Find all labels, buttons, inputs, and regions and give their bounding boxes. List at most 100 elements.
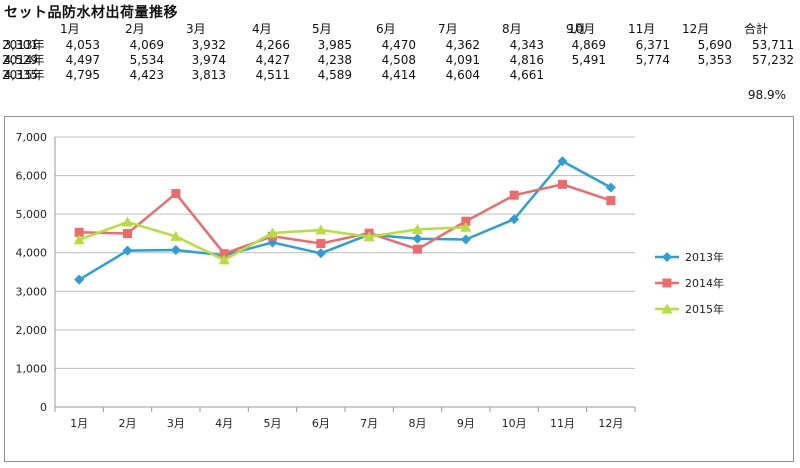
y-tick-label: 6,000: [16, 170, 48, 183]
x-tick-label: 7月: [360, 417, 378, 430]
table-cell: 4,414: [381, 68, 416, 82]
data-point: [74, 274, 85, 285]
table-header: 5月: [312, 22, 332, 36]
x-tick-label: 6月: [312, 417, 330, 430]
table-cell-total: 57,232: [752, 53, 794, 67]
y-tick-label: 1,000: [16, 362, 48, 375]
x-tick-label: 9月: [457, 417, 475, 430]
data-point: [170, 245, 181, 256]
table-cell: 4,869: [571, 38, 606, 52]
data-point: [170, 230, 182, 241]
data-point: [315, 224, 327, 235]
table-header: 11月: [628, 22, 656, 36]
y-tick-label: 3,000: [16, 285, 48, 298]
table-header: 12月: [682, 22, 710, 36]
data-point: [315, 248, 326, 259]
table-cell: 4,661: [509, 68, 544, 82]
y-tick-label: 7,000: [16, 131, 48, 144]
legend-marker: [662, 252, 672, 262]
table-cell: 4,335: [3, 68, 38, 82]
data-point: [316, 239, 326, 249]
table-cell: 4,091: [445, 53, 480, 67]
table-header: 1月: [60, 22, 80, 36]
table-cell: 4,343: [509, 38, 544, 52]
data-point: [218, 254, 230, 265]
x-tick-label: 4月: [215, 417, 233, 430]
series-line-0: [78, 160, 612, 281]
table-header: 7月: [438, 22, 458, 36]
data-point: [413, 244, 422, 254]
table-cell: 4,423: [129, 68, 164, 82]
data-point: [123, 229, 132, 239]
data-point: [558, 179, 567, 189]
table-cell: 4,816: [509, 53, 544, 67]
table-cell-total: 53,711: [752, 38, 794, 52]
table-cell: 5,491: [571, 53, 606, 67]
table-cell: 5,353: [697, 53, 732, 67]
y-tick-label: 2,000: [16, 324, 48, 337]
data-point: [412, 233, 423, 244]
table-cell: 4,266: [255, 38, 290, 52]
table-cell: 4,511: [255, 68, 290, 82]
data-point: [460, 234, 471, 245]
legend-marker: [661, 303, 673, 314]
table-cell: 4,508: [381, 53, 416, 67]
x-tick-label: 8月: [409, 417, 427, 430]
legend-label: 2013年: [685, 250, 724, 264]
row-label: 2013年: [2, 38, 45, 52]
table-header: 10月: [568, 22, 596, 36]
table-header: 3月: [186, 22, 206, 36]
table-cell: 4,497: [65, 53, 100, 67]
table-cell: 3,932: [191, 38, 226, 52]
table-cell: 4,238: [317, 53, 352, 67]
table-cell: 4,470: [381, 38, 416, 52]
x-tick-label: 2月: [119, 417, 137, 430]
data-point: [460, 221, 472, 232]
data-point: [557, 156, 568, 167]
data-point: [605, 182, 616, 193]
table-cell: 4,589: [317, 68, 352, 82]
y-tick-label: 4,000: [16, 247, 48, 260]
data-point: [73, 234, 85, 245]
table-header: 4月: [252, 22, 272, 36]
series-line-1: [79, 183, 612, 255]
data-point: [606, 196, 616, 206]
table-cell: 4,427: [255, 53, 290, 67]
table-cell: 4,362: [445, 38, 480, 52]
page-title: セット品防水材出荷量推移: [4, 5, 178, 21]
table-cell: 4,529: [3, 53, 38, 67]
table-header: 6月: [376, 22, 396, 36]
table-cell: 3,985: [317, 38, 352, 52]
data-point: [74, 227, 84, 237]
data-point: [122, 245, 133, 256]
x-tick-label: 10月: [502, 417, 527, 430]
data-point: [171, 189, 181, 199]
data-point: [509, 190, 519, 200]
table-cell: 3,301: [3, 38, 38, 52]
table-cell: 5,774: [635, 53, 670, 67]
data-point: [363, 231, 375, 242]
data-point: [509, 214, 520, 225]
data-point: [461, 216, 471, 226]
table-header: 9月: [566, 22, 586, 36]
legend-label: 2015年: [685, 302, 724, 316]
ratio-label: 98.9%: [747, 88, 786, 102]
data-point: [412, 223, 423, 234]
x-tick-label: 3月: [167, 417, 185, 430]
x-tick-label: 5月: [264, 417, 282, 430]
x-tick-label: 11月: [550, 417, 575, 430]
x-tick-label: 12月: [598, 417, 623, 430]
chart-frame: 0 1,000 2,000 3,000 4,000 5,000 6,000 7,000 1月 2月…: [4, 116, 794, 462]
table-cell: 4,053: [65, 38, 100, 52]
shipment-table: 1月 2月 3月 4月 5月 6月 7月 8月 9月 10月 11月 12月 合…: [0, 22, 800, 82]
table-cell: 4,069: [129, 38, 164, 52]
data-point: [219, 249, 229, 259]
legend-marker: [662, 278, 672, 288]
table-cell: 5,690: [697, 38, 732, 52]
table-header: 8月: [502, 22, 522, 36]
table-cell: 4,604: [445, 68, 480, 82]
table-cell: 5,534: [129, 53, 164, 67]
line-chart: 0 1,000 2,000 3,000 4,000 5,000 6,000 7,000 1月 2月…: [16, 131, 725, 430]
data-point: [122, 216, 133, 227]
x-tick-label: 1月: [70, 417, 88, 430]
